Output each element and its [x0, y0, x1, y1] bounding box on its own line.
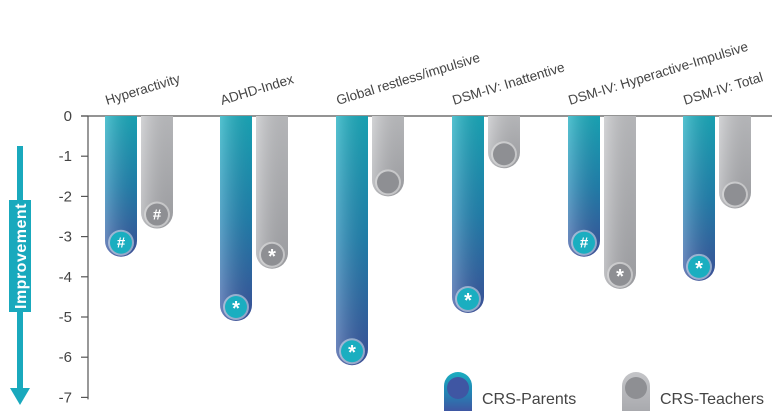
bar-shading: [604, 116, 636, 289]
bar-shading: [683, 116, 715, 281]
category-label: Hyperactivity: [103, 71, 182, 108]
y-tick-label: 0: [64, 108, 72, 125]
significance-marker: *: [695, 258, 703, 280]
category-labels: Hyperactivity ADHD-Index Global restless/i…: [103, 39, 764, 108]
significance-marker: *: [348, 342, 356, 364]
bar-shading: [336, 116, 368, 366]
bar-shading: [452, 116, 484, 313]
significance-marker: #: [580, 235, 589, 252]
y-axis-label-group: Improvement: [9, 146, 31, 405]
y-tick-label: -2: [59, 188, 72, 205]
y-tick-label: -7: [59, 389, 72, 406]
y-tick-label: -4: [59, 269, 72, 286]
bar-cap: [377, 171, 399, 194]
legend-swatch-cap: [625, 377, 647, 399]
significance-marker: *: [616, 266, 624, 288]
bar-cap: [341, 340, 363, 363]
bars-group: # # * * * * # * *: [105, 116, 751, 366]
significance-marker: *: [464, 290, 472, 312]
y-label-box: [9, 200, 31, 312]
bar-shading: [568, 116, 600, 257]
bar-cap: [110, 231, 132, 254]
bar-cap: [146, 203, 168, 226]
bar-cap: [688, 255, 710, 278]
bar-cap: [261, 243, 283, 266]
bar-cap: [225, 296, 247, 319]
significance-marker: *: [268, 246, 276, 268]
significance-marker: *: [232, 298, 240, 320]
category-label: ADHD-Index: [218, 71, 295, 108]
legend-label: CRS-Teachers: [660, 391, 764, 408]
bar-cap: [457, 287, 479, 310]
y-tick-label: -3: [59, 229, 72, 246]
significance-marker: #: [117, 235, 126, 252]
y-axis: 0 -1 -2 -3 -4 -5 -6 -7: [59, 108, 772, 406]
category-label: DSM-IV: Hyperactive-Impulsive: [566, 39, 749, 108]
y-tick-label: -1: [59, 148, 72, 165]
y-axis-label: Improvement: [13, 203, 30, 309]
arrow-down-icon: [10, 388, 30, 405]
bar-cap: [724, 183, 746, 206]
significance-marker: #: [153, 207, 162, 224]
bar-shading: [220, 116, 252, 322]
y-tick-label: -5: [59, 309, 72, 326]
legend: CRS-Parents CRS-Teachers: [444, 372, 764, 411]
legend-label: CRS-Parents: [482, 391, 576, 408]
bar-cap: [573, 231, 595, 254]
y-tick-label: -6: [59, 349, 72, 366]
bar-cap: [493, 143, 515, 166]
bar-cap: [609, 263, 631, 286]
legend-swatch-cap: [447, 377, 469, 399]
bar-shading: [141, 116, 173, 229]
bar-shading: [256, 116, 288, 269]
category-label: DSM-IV: Total: [681, 69, 764, 107]
bar-shading: [105, 116, 137, 257]
